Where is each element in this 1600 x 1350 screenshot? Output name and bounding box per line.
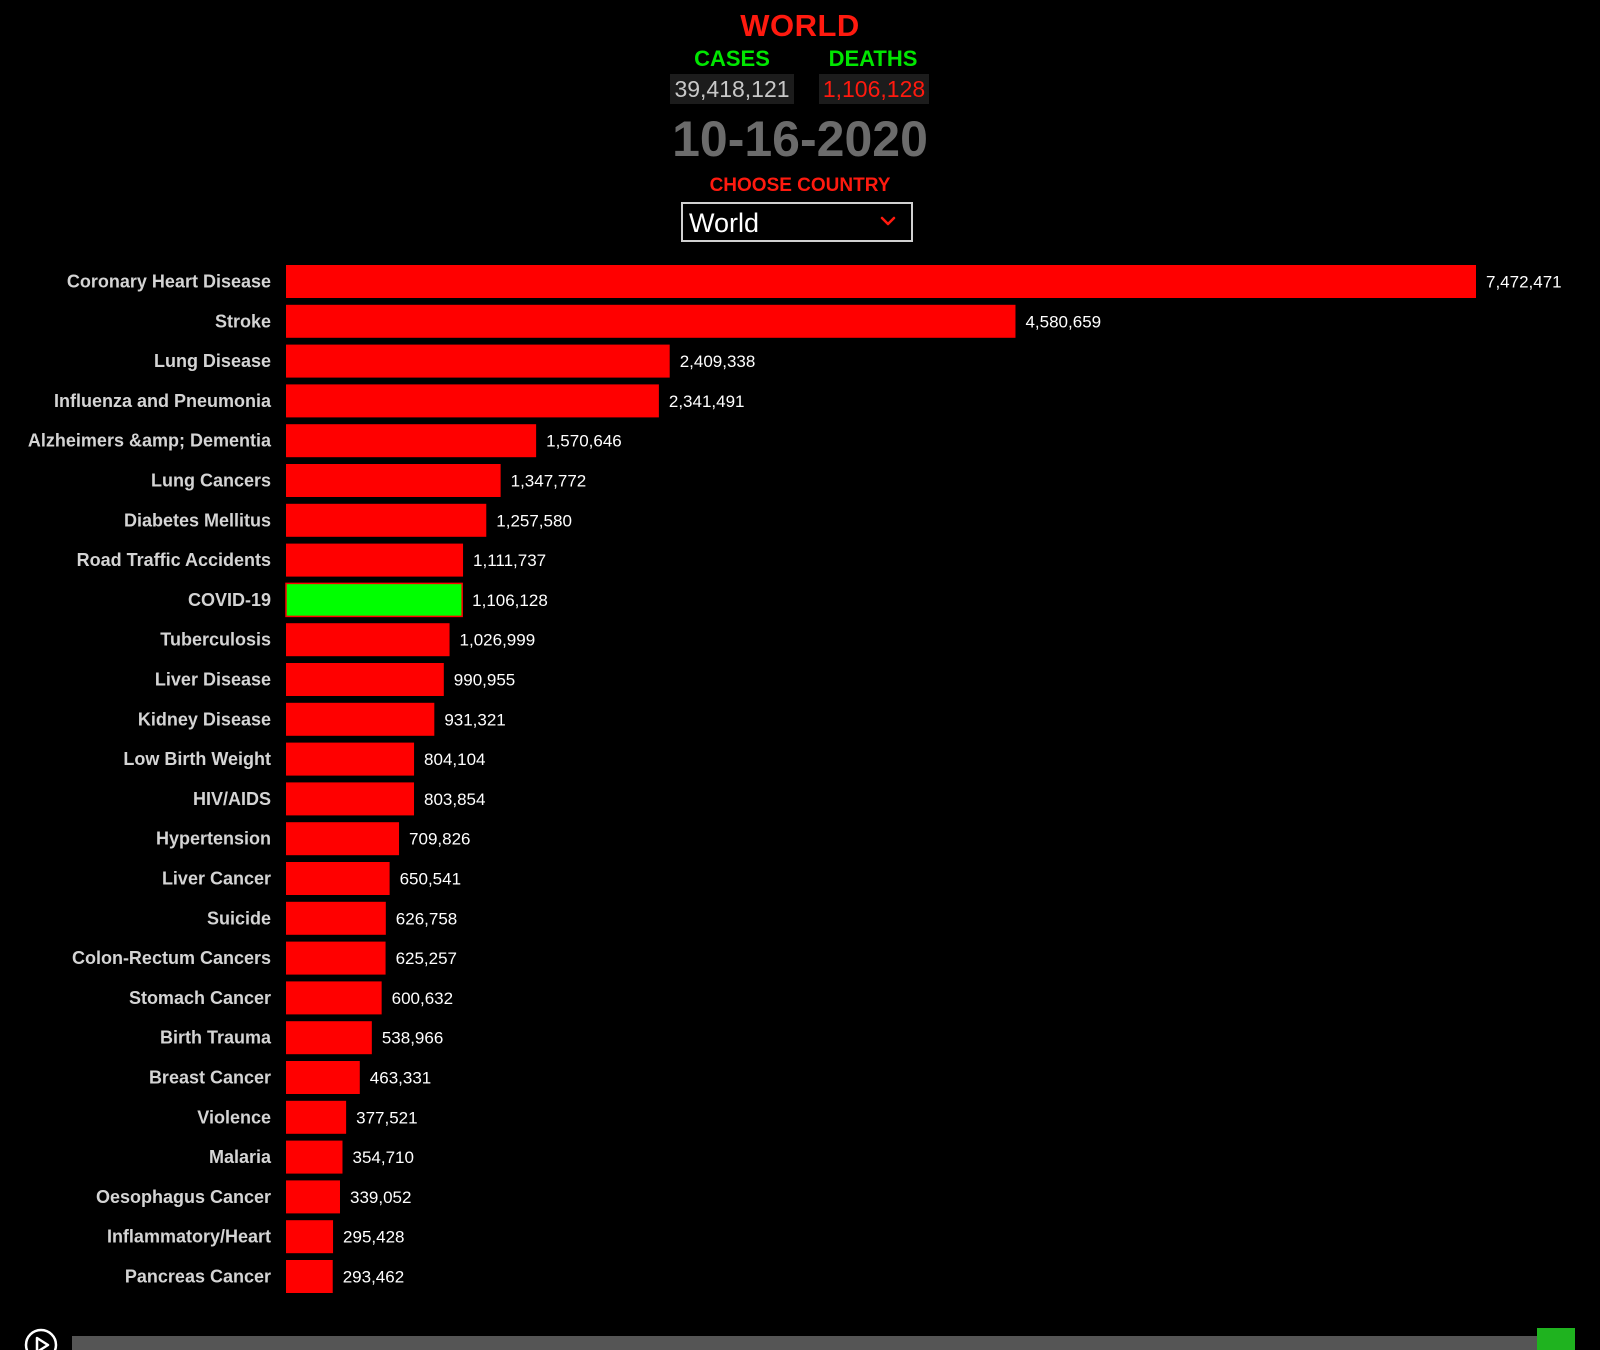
timeline-slider-handle[interactable] — [1537, 1328, 1575, 1350]
bar — [286, 862, 390, 895]
category-label: Suicide — [207, 908, 271, 928]
value-label: 626,758 — [396, 909, 457, 928]
bar — [286, 1021, 372, 1055]
bar — [286, 822, 400, 856]
category-label: Liver Cancer — [162, 869, 271, 889]
bar — [285, 582, 463, 618]
bar — [286, 702, 435, 736]
value-label: 1,106,128 — [472, 591, 548, 610]
bar — [286, 1061, 360, 1094]
bar — [286, 742, 415, 776]
value-label: 339,052 — [350, 1188, 411, 1207]
play-button[interactable] — [24, 1328, 58, 1350]
category-label: Road Traffic Accidents — [77, 550, 271, 570]
category-label: Alzheimers &amp; Dementia — [28, 431, 272, 451]
value-label: 1,026,999 — [460, 631, 536, 650]
value-label: 7,472,471 — [1486, 273, 1562, 292]
page-title: WORLD — [740, 8, 860, 43]
value-label: 990,955 — [454, 671, 515, 690]
category-label: Diabetes Mellitus — [124, 510, 271, 530]
cases-label: CASES — [694, 46, 770, 71]
value-label: 463,331 — [370, 1069, 431, 1088]
bar — [286, 981, 382, 1015]
bar — [286, 384, 659, 418]
value-label: 2,341,491 — [669, 392, 745, 411]
bar — [286, 265, 1476, 298]
bar — [286, 464, 501, 497]
bar — [286, 623, 450, 657]
value-label: 1,570,646 — [546, 432, 622, 451]
bar — [286, 543, 464, 577]
category-label: Low Birth Weight — [123, 749, 271, 769]
category-label: Birth Trauma — [160, 1028, 272, 1048]
deaths-label: DEATHS — [828, 46, 918, 71]
bar — [286, 1260, 333, 1293]
category-label: Lung Cancers — [151, 471, 271, 491]
country-select-value: World — [689, 208, 760, 238]
value-label: 709,826 — [409, 830, 470, 849]
category-label: Inflammatory/Heart — [107, 1227, 271, 1247]
category-label: COVID-19 — [188, 590, 271, 610]
value-label: 600,632 — [392, 989, 453, 1008]
value-label: 650,541 — [400, 870, 461, 889]
category-label: HIV/AIDS — [193, 789, 271, 809]
value-label: 2,409,338 — [680, 352, 756, 371]
category-label: Violence — [197, 1107, 271, 1127]
category-label: Lung Disease — [154, 351, 271, 371]
category-label: Coronary Heart Disease — [67, 272, 271, 292]
bar — [286, 1100, 347, 1134]
category-label: Tuberculosis — [160, 630, 271, 650]
category-label: Pancreas Cancer — [125, 1267, 271, 1287]
bar — [286, 901, 386, 935]
value-label: 293,462 — [343, 1268, 404, 1287]
bar — [286, 503, 487, 537]
timeline-slider-track[interactable] — [72, 1336, 1575, 1350]
value-label: 354,710 — [352, 1148, 413, 1167]
category-label: Oesophagus Cancer — [96, 1187, 271, 1207]
value-label: 538,966 — [382, 1029, 443, 1048]
value-label: 804,104 — [424, 750, 485, 769]
bar-chart: Coronary Heart Disease 7,472,471 Stroke 4,5… — [28, 265, 1562, 1293]
value-label: 1,111,737 — [473, 551, 546, 570]
bar — [286, 1140, 343, 1174]
cases-value: 39,418,121 — [670, 74, 794, 104]
value-label: 803,854 — [424, 790, 485, 809]
category-label: Liver Disease — [155, 670, 271, 690]
value-label: 931,321 — [444, 710, 505, 729]
category-label: Colon-Rectum Cancers — [72, 948, 271, 968]
chevron-down-icon — [879, 214, 897, 228]
value-label: 625,257 — [396, 949, 457, 968]
bar — [286, 424, 537, 458]
bar — [286, 344, 670, 378]
deaths-value: 1,106,128 — [819, 74, 929, 104]
value-label: 1,257,580 — [496, 511, 572, 530]
bar — [286, 1220, 334, 1254]
bar — [286, 941, 386, 975]
category-label: Influenza and Pneumonia — [54, 391, 272, 411]
play-icon — [24, 1328, 58, 1350]
value-label: 377,521 — [356, 1108, 417, 1127]
category-label: Breast Cancer — [149, 1068, 271, 1088]
bar — [286, 1180, 340, 1214]
value-label: 1,347,772 — [511, 472, 587, 491]
bar — [286, 782, 415, 816]
category-label: Stroke — [215, 311, 271, 331]
category-label: Hypertension — [156, 829, 271, 849]
date-display: 10-16-2020 — [672, 111, 928, 167]
bar — [286, 663, 444, 696]
bar — [286, 304, 1016, 338]
category-label: Kidney Disease — [138, 709, 271, 729]
value-label: 295,428 — [343, 1228, 404, 1247]
category-label: Malaria — [209, 1147, 272, 1167]
value-label: 4,580,659 — [1025, 312, 1101, 331]
category-label: Stomach Cancer — [129, 988, 271, 1008]
choose-country-label: CHOOSE COUNTRY — [709, 175, 891, 196]
country-select[interactable]: World — [681, 202, 913, 242]
